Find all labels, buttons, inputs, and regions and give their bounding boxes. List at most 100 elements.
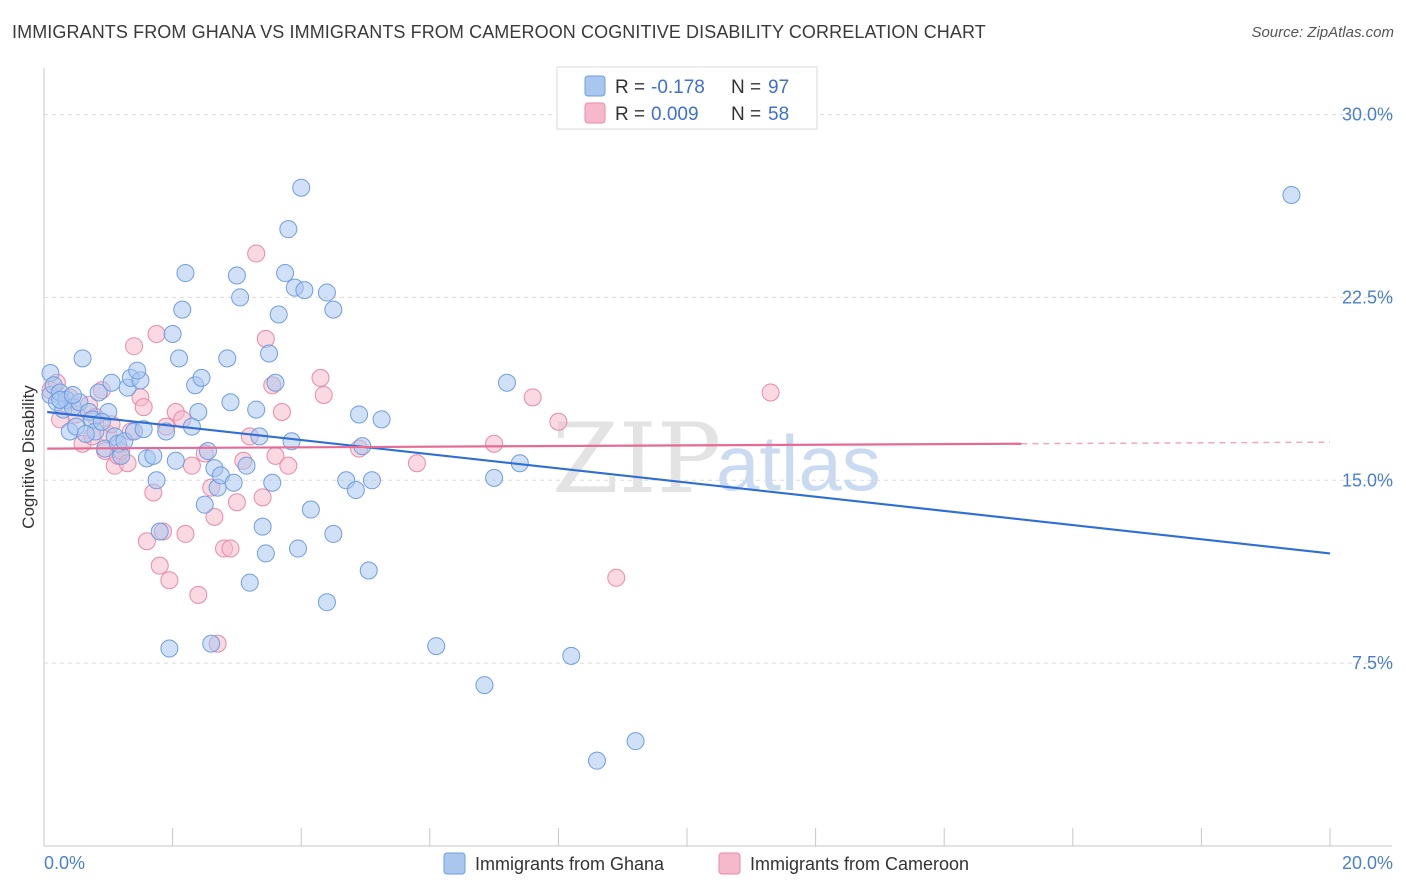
watermark: ZIP atlas [552, 403, 881, 515]
ghana-point [317, 283, 336, 302]
ghana-point [144, 446, 163, 465]
cameroon-point [176, 524, 195, 543]
ghana-point [189, 403, 208, 422]
cameroon-point [311, 368, 330, 387]
series-ghana-points [41, 178, 1301, 770]
cameroon-point [125, 337, 144, 356]
ghana-point [263, 473, 282, 492]
cameroon-point [523, 388, 542, 407]
ghana-point [147, 471, 166, 490]
ghana-point [253, 517, 272, 536]
cameroon-point [182, 456, 201, 475]
ghana-point [292, 178, 311, 197]
ghana-point [157, 422, 176, 441]
ghana-point [282, 432, 301, 451]
ghana-point [102, 373, 121, 392]
cameroon-point [253, 488, 272, 507]
ghana-point [301, 500, 320, 519]
cameroon-point [137, 532, 156, 551]
ghana-point [1282, 186, 1301, 205]
ghana-point [266, 373, 285, 392]
ghana-point [112, 446, 131, 465]
cameroon-point [227, 493, 246, 512]
y-axis-label: Cognitive Disability [19, 385, 38, 529]
ghana-point [317, 593, 336, 612]
y-tick-label: 15.0% [1342, 470, 1393, 490]
legend-ghana-n-value: 97 [768, 77, 789, 98]
chart-title: IMMIGRANTS FROM GHANA VS IMMIGRANTS FROM… [12, 22, 986, 42]
ghana-point [92, 412, 111, 431]
legend-bottom-ghana-label: Immigrants from Ghana [475, 854, 665, 874]
x-tick-label-max: 20.0% [1342, 853, 1393, 873]
ghana-point [163, 325, 182, 343]
ghana-point [240, 573, 259, 592]
legend-bottom-cameroon-label: Immigrants from Cameroon [750, 854, 969, 874]
cameroon-trendline [47, 442, 1022, 450]
cameroon-point [407, 454, 426, 473]
watermark-atlas: atlas [716, 419, 881, 507]
cameroon-point [189, 585, 208, 604]
cameroon-point [761, 383, 780, 402]
ghana-point [269, 305, 288, 324]
ghana-point [195, 495, 214, 514]
ghana-point [497, 373, 516, 392]
y-tick-label: 7.5% [1352, 653, 1393, 673]
ghana-point [221, 393, 240, 412]
ghana-point [485, 468, 504, 487]
ghana-point [587, 751, 606, 770]
cameroon-point [272, 403, 291, 422]
cameroon-point [485, 434, 504, 453]
y-tick-label: 30.0% [1342, 105, 1393, 125]
ghana-point [475, 676, 494, 695]
cameroon-trendline-extension [1021, 441, 1331, 445]
legend-cameroon-n-label: N = [731, 104, 761, 125]
ghana-point [227, 266, 246, 285]
ghana-point [256, 544, 275, 563]
ghana-point [128, 361, 147, 380]
ghana-point [76, 424, 95, 443]
ghana-point [160, 639, 179, 658]
cameroon-point [150, 556, 169, 575]
legend-ghana-n-label: N = [731, 77, 761, 98]
ghana-point [218, 349, 237, 368]
cameroon-point [549, 412, 568, 431]
cameroon-point [256, 329, 275, 348]
legend-ghana-r-label: R = [615, 77, 645, 98]
ghana-point [562, 646, 581, 665]
ghana-point [288, 539, 307, 558]
ghana-point [63, 385, 82, 404]
ghana-point [134, 420, 153, 439]
ghana-point [192, 368, 211, 387]
ghana-point [89, 383, 108, 402]
legend-bottom: Immigrants from Ghana Immigrants from Ca… [443, 852, 969, 875]
ghana-point [198, 442, 217, 461]
legend-cameroon-n-value: 58 [768, 104, 789, 125]
ghana-point [176, 264, 195, 283]
ghana-point [362, 471, 381, 490]
ghana-point [173, 300, 192, 319]
ghana-point [350, 405, 369, 424]
ghana-point [202, 634, 221, 653]
legend-cameroon-swatch [584, 102, 606, 124]
legend-ghana-swatch [584, 75, 606, 97]
y-tick-labels: 7.5% 15.0% 22.5% 30.0% [1342, 105, 1393, 674]
cameroon-point [314, 385, 333, 404]
legend-bottom-ghana-swatch [443, 852, 466, 875]
ghana-point [359, 561, 378, 580]
ghana-point [295, 281, 314, 300]
trendlines [47, 410, 1331, 555]
cameroon-point [205, 507, 224, 526]
cameroon-point [247, 244, 266, 263]
legend-top: R = -0.178 N = 97 R = 0.009 N = 58 [556, 66, 818, 130]
x-tick-label-min: 0.0% [44, 853, 85, 873]
axes [43, 68, 1392, 847]
ghana-point [260, 344, 279, 363]
ghana-point [324, 524, 343, 543]
ghana-point [231, 288, 250, 307]
series-cameroon-points [41, 244, 780, 653]
cameroon-point [279, 456, 298, 475]
cameroon-point [160, 571, 179, 590]
ghana-point [279, 220, 298, 239]
ghana-point [166, 451, 185, 470]
cameroon-point [607, 568, 626, 587]
